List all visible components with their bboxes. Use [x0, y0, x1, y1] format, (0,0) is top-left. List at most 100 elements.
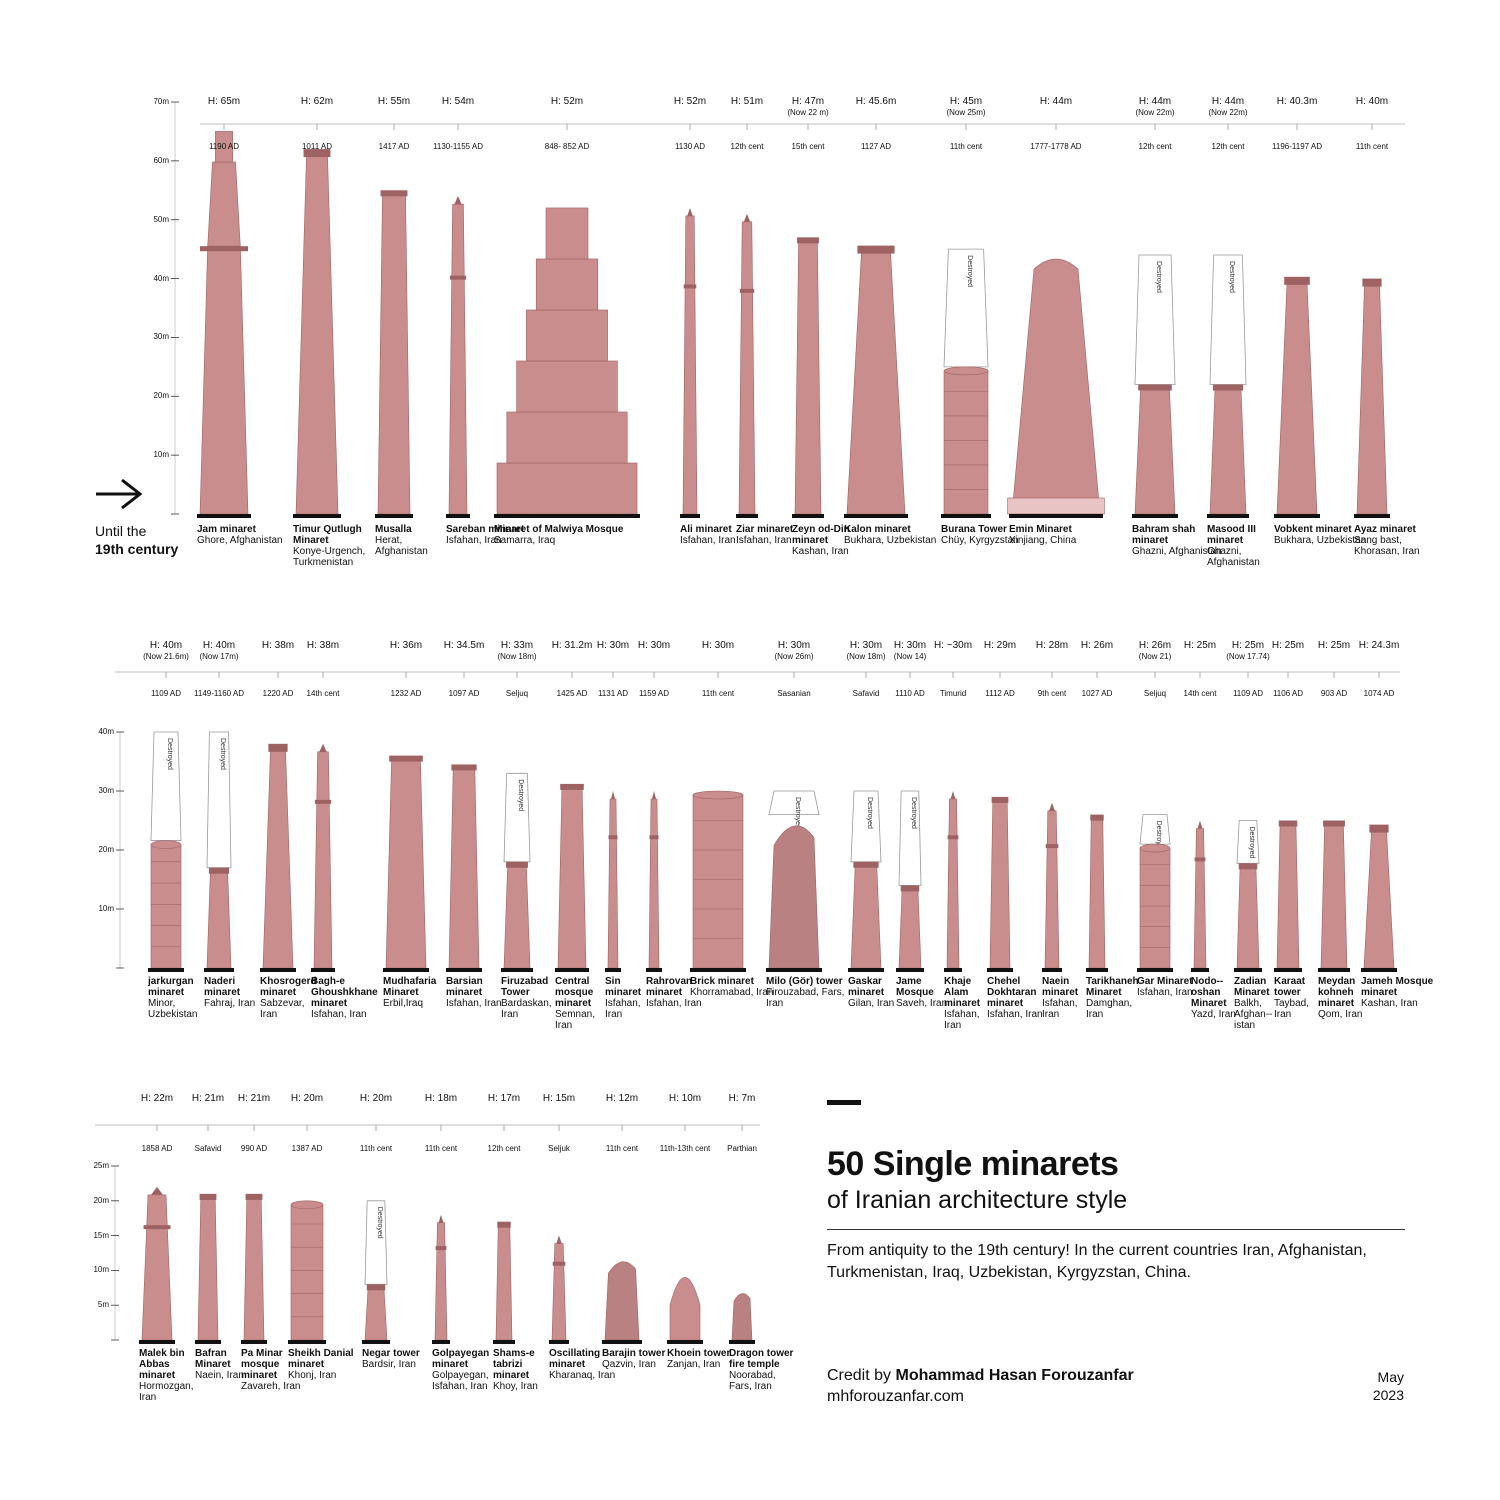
date-label: 11th cent — [701, 689, 735, 698]
minaret-0-5-tower-shape — [682, 207, 698, 515]
height-label: H: 22m — [141, 1093, 173, 1104]
website-link[interactable]: mhforouzanfar.com — [827, 1388, 964, 1405]
height-label: H: 20m — [360, 1093, 392, 1104]
minaret-0-3-tower-shape — [448, 196, 468, 515]
base-bar — [736, 514, 758, 518]
base-bar — [766, 968, 822, 972]
height-label: H: 20m — [291, 1093, 323, 1104]
height-value: H: 34.5m — [443, 640, 485, 651]
base-bar — [1361, 968, 1397, 972]
height-value: H: 18m — [424, 1093, 458, 1104]
height-label: H: 31.2m — [552, 640, 593, 651]
minaret-label: Dragon tower fire temple Noorabad, Fars, … — [729, 1348, 797, 1392]
axis-tick-label: 40m — [98, 727, 114, 736]
base-bar — [1086, 968, 1108, 972]
height-label: H: 28m — [1036, 640, 1068, 651]
height-label: H: 40m (Now 17m) — [199, 640, 238, 662]
minaret-label: Karaat tower Taybad, Iran — [1274, 976, 1329, 1020]
destroyed-label: Destroyed — [166, 738, 173, 770]
credit-name: Mohammad Hasan Forouzanfar — [895, 1367, 1134, 1384]
current-height: (Now 22m) — [1208, 108, 1248, 117]
destroyed-outline — [850, 790, 882, 863]
accent-bar — [827, 1100, 861, 1105]
minaret-label: Timur Qutlugh Minaret Konye-Urgench, Turk… — [293, 524, 389, 568]
current-height: (Now 26m) — [774, 652, 814, 661]
minaret-name: Zeyn od-Din minaret — [792, 524, 850, 546]
minaret-label: Zadian Minaret Balkh, Afghan--istan — [1234, 976, 1283, 1031]
minaret-label: Minaret of Malwiya Mosque Samarra, Iraq — [494, 524, 685, 546]
date-label: 11th cent — [1355, 142, 1389, 151]
minaret-1-4-tower-shape — [385, 755, 427, 969]
minaret-1-11-tower-shape — [768, 825, 820, 969]
minaret-label: Zeyn od-Din minaret Kashan, Iran — [792, 524, 871, 557]
date-label: 12th cent — [1138, 142, 1172, 151]
minaret-name: Naein minaret — [1042, 976, 1079, 998]
destroyed-label: Destroyed — [966, 255, 973, 287]
height-label: H: 44m — [1040, 96, 1072, 107]
minaret-1-19-tower-shape — [1193, 820, 1207, 969]
minaret-1-5-tower-shape — [448, 764, 480, 969]
height-value: H: 20m — [290, 1093, 324, 1104]
axis-tick-label: 25m — [93, 1161, 109, 1170]
height-value: H: 26m — [1138, 640, 1172, 651]
base-bar — [941, 514, 991, 518]
minaret-2-9-tower-shape — [669, 1277, 701, 1341]
base-bar — [375, 514, 413, 518]
date-label: 12th cent — [487, 1144, 521, 1153]
date-label: 1417 AD — [378, 142, 410, 151]
current-height: (Now 22m) — [1135, 108, 1175, 117]
minaret-location: Isfahan, Iran — [680, 535, 736, 546]
height-label: H: 30m — [597, 640, 629, 651]
minaret-location: Zanjan, Iran — [667, 1359, 721, 1370]
base-bar — [1042, 968, 1062, 972]
minaret-label: Emin Minaret Xinjiang, China — [1009, 524, 1150, 546]
minaret-name: Khoein tower — [667, 1348, 731, 1359]
date-label: 14th cent — [306, 689, 340, 698]
minaret-name: Kalon minaret — [844, 524, 911, 535]
base-bar — [549, 1340, 569, 1344]
height-value: H: ~30m — [933, 640, 973, 651]
minaret-name: Central mosque minaret — [555, 976, 594, 1009]
minaret-0-0-tower-shape — [199, 131, 249, 515]
height-label: H: 38m — [262, 640, 294, 651]
date-label: 990 AD — [240, 1144, 268, 1153]
minaret-location: Zavareh, Iran — [241, 1381, 301, 1392]
height-label: H: 25m (Now 17.74) — [1226, 640, 1270, 662]
minaret-name: Jameh Mosque minaret — [1361, 976, 1434, 998]
height-value: H: 40.3m — [1276, 96, 1318, 107]
minaret-location: Kashan, Iran — [1361, 998, 1418, 1009]
minaret-0-6-tower-shape — [738, 213, 756, 515]
minaret-1-9-tower-shape — [648, 791, 660, 969]
base-bar — [555, 968, 589, 972]
minaret-label: Bafran Minaret Naein, Iran — [195, 1348, 249, 1381]
minaret-label: Negar tower Bardsir, Iran — [362, 1348, 436, 1370]
minaret-1-7-tower-shape — [557, 783, 587, 969]
date-label: 11th cent — [605, 1144, 639, 1153]
minaret-label: Shams-e tabrizi minaret Khoy, Iran — [493, 1348, 554, 1392]
date-label: 1190 AD — [208, 142, 240, 151]
minaret-label: Barajin tower Qazvin, Iran — [602, 1348, 680, 1370]
credit-block: Credit by Mohammad Hasan Forouzanfar mhf… — [827, 1365, 1134, 1407]
height-label: H: 15m — [543, 1093, 575, 1104]
axis-tick-label: 20m — [153, 391, 169, 401]
height-label: H: 10m — [669, 1093, 701, 1104]
minaret-label: Burana Tower Chüy, Kyrgyzstan — [941, 524, 1051, 546]
base-bar — [944, 968, 962, 972]
destroyed-outline — [150, 731, 182, 841]
minaret-1-20-tower-shape — [1236, 863, 1260, 969]
axis-tick-label: 5m — [97, 1300, 109, 1310]
height-label: H: 40m — [1356, 96, 1388, 107]
date-label: 1110 AD — [895, 689, 925, 698]
minaret-name: Vobkent minaret — [1274, 524, 1352, 535]
minaret-0-13-tower-shape — [1276, 276, 1318, 515]
date-label: 1196-1197 AD — [1272, 142, 1322, 151]
year: 2023 — [1372, 1387, 1404, 1403]
minaret-name: Firuzabad Tower — [501, 976, 549, 998]
height-value: H: 40m — [202, 640, 236, 651]
minaret-name: Oscillating minaret — [549, 1348, 601, 1370]
minaret-label: Nodo--oshan Minaret Yazd, Iran — [1191, 976, 1243, 1020]
destroyed-label: Destroyed — [1228, 261, 1235, 293]
date-label: 9th cent — [1037, 689, 1067, 698]
date-label: 1011 AD — [301, 142, 333, 151]
